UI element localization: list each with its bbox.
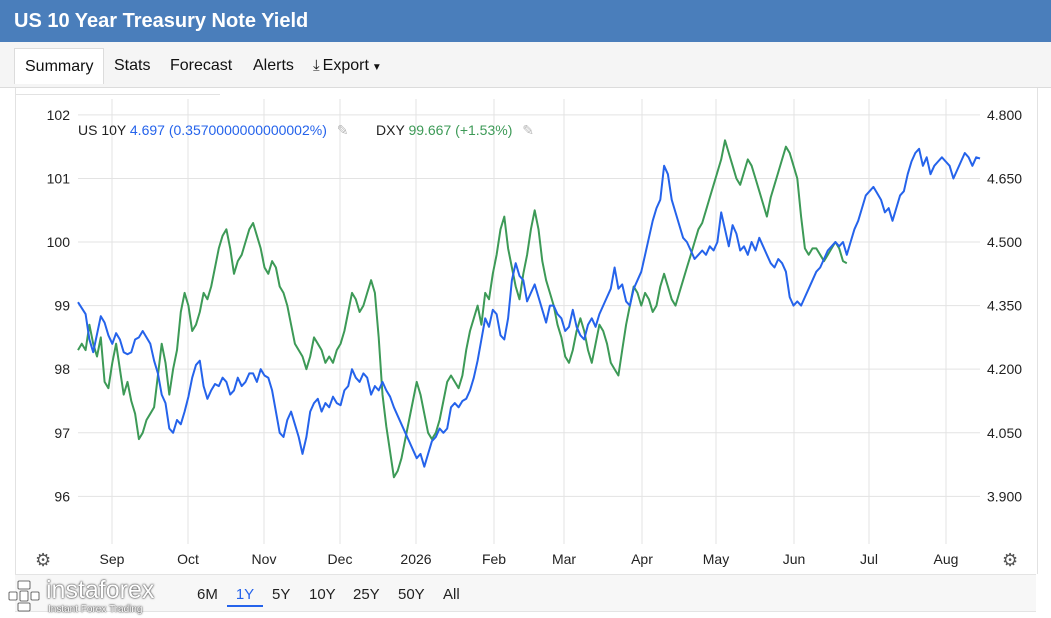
tab-alerts-label: Alerts — [253, 57, 294, 74]
legend-us10y-name: US 10Y — [78, 122, 126, 138]
range-25y[interactable]: 25Y — [353, 586, 380, 603]
legend-dxy-name: DXY — [376, 122, 405, 138]
legend-us10y: US 10Y 4.697 (0.3570000000000002%) ✎ — [78, 122, 348, 139]
tab-forecast-label: Forecast — [170, 57, 233, 74]
watermark-logo: instaforex Instant Forex Trading — [6, 574, 176, 618]
x-tick-label: Sep — [100, 551, 125, 567]
range-bar: 6M 1Y 5Y 10Y 25Y 50Y All — [15, 574, 1036, 612]
tab-alerts[interactable]: Alerts — [243, 48, 304, 84]
y-right-tick-label: 4.050 — [987, 425, 1022, 441]
x-tick-label: Oct — [177, 551, 199, 567]
y-left-tick-label: 101 — [47, 170, 71, 186]
gear-icon[interactable]: ⚙ — [1002, 550, 1019, 570]
range-all[interactable]: All — [443, 586, 460, 603]
title-bar: US 10 Year Treasury Note Yield — [0, 0, 1051, 42]
caret-down-icon: ▼ — [371, 62, 382, 73]
series-line-us-10y — [77, 147, 981, 468]
x-tick-label: May — [703, 551, 729, 567]
logo-tagline: Instant Forex Trading — [48, 604, 143, 615]
logo-word: instaforex — [46, 576, 155, 604]
x-tick-label: Dec — [328, 551, 353, 567]
logo-mark-icon — [8, 580, 40, 612]
pencil-icon[interactable]: ✎ — [336, 122, 349, 138]
search-field-edge — [15, 88, 220, 95]
x-tick-label: 2026 — [400, 551, 431, 567]
y-right-tick-label: 4.500 — [987, 234, 1022, 250]
legend-dxy-change: (+1.53%) — [455, 122, 513, 138]
x-tick-label: Aug — [934, 551, 959, 567]
tab-stats-label: Stats — [114, 57, 151, 74]
tab-export[interactable]: ⤓ Export ▼ — [303, 48, 392, 84]
y-left-tick-label: 98 — [54, 361, 70, 377]
y-right-tick-label: 4.800 — [987, 107, 1022, 123]
y-left-tick-label: 99 — [54, 298, 70, 314]
tab-forecast[interactable]: Forecast — [160, 48, 242, 84]
download-icon: ⤓ — [313, 57, 320, 74]
x-tick-label: Mar — [552, 551, 576, 567]
legend-dxy: DXY 99.667 (+1.53%) ✎ — [376, 122, 534, 139]
chart-panel — [15, 88, 1038, 574]
tab-bar: Summary Stats Forecast Alerts ⤓ Export ▼ — [0, 42, 1051, 88]
gear-icon[interactable]: ⚙ — [35, 550, 52, 570]
tab-summary[interactable]: Summary — [14, 48, 105, 84]
legend-us10y-value: 4.697 — [129, 122, 165, 138]
y-left-tick-label: 96 — [54, 488, 70, 504]
y-left-tick-label: 102 — [47, 107, 71, 123]
range-10y[interactable]: 10Y — [309, 586, 336, 603]
range-50y[interactable]: 50Y — [398, 586, 425, 603]
series-line-dxy — [77, 139, 848, 479]
x-tick-label: Nov — [252, 551, 277, 567]
legend-dxy-value: 99.667 — [408, 122, 452, 138]
y-right-tick-label: 3.900 — [987, 488, 1022, 504]
x-tick-label: Jun — [783, 551, 806, 567]
tab-stats[interactable]: Stats — [104, 48, 160, 84]
x-tick-label: Apr — [631, 551, 653, 567]
y-right-tick-label: 4.650 — [987, 170, 1022, 186]
pencil-icon[interactable]: ✎ — [522, 122, 534, 138]
tab-export-label: Export — [322, 57, 369, 74]
x-tick-label: Feb — [482, 551, 506, 567]
legend-us10y-change: (0.3570000000000002%) — [168, 122, 327, 138]
window-title: US 10 Year Treasury Note Yield — [14, 10, 309, 32]
range-6m[interactable]: 6M — [197, 586, 218, 603]
range-1y[interactable]: 1Y — [227, 585, 263, 607]
y-left-tick-label: 97 — [54, 425, 70, 441]
x-tick-label: Jul — [860, 551, 878, 567]
y-right-tick-label: 4.350 — [987, 298, 1022, 314]
y-right-tick-label: 4.200 — [987, 361, 1022, 377]
y-left-tick-label: 100 — [47, 234, 71, 250]
tab-summary-label: Summary — [25, 58, 94, 75]
range-5y[interactable]: 5Y — [272, 586, 291, 603]
